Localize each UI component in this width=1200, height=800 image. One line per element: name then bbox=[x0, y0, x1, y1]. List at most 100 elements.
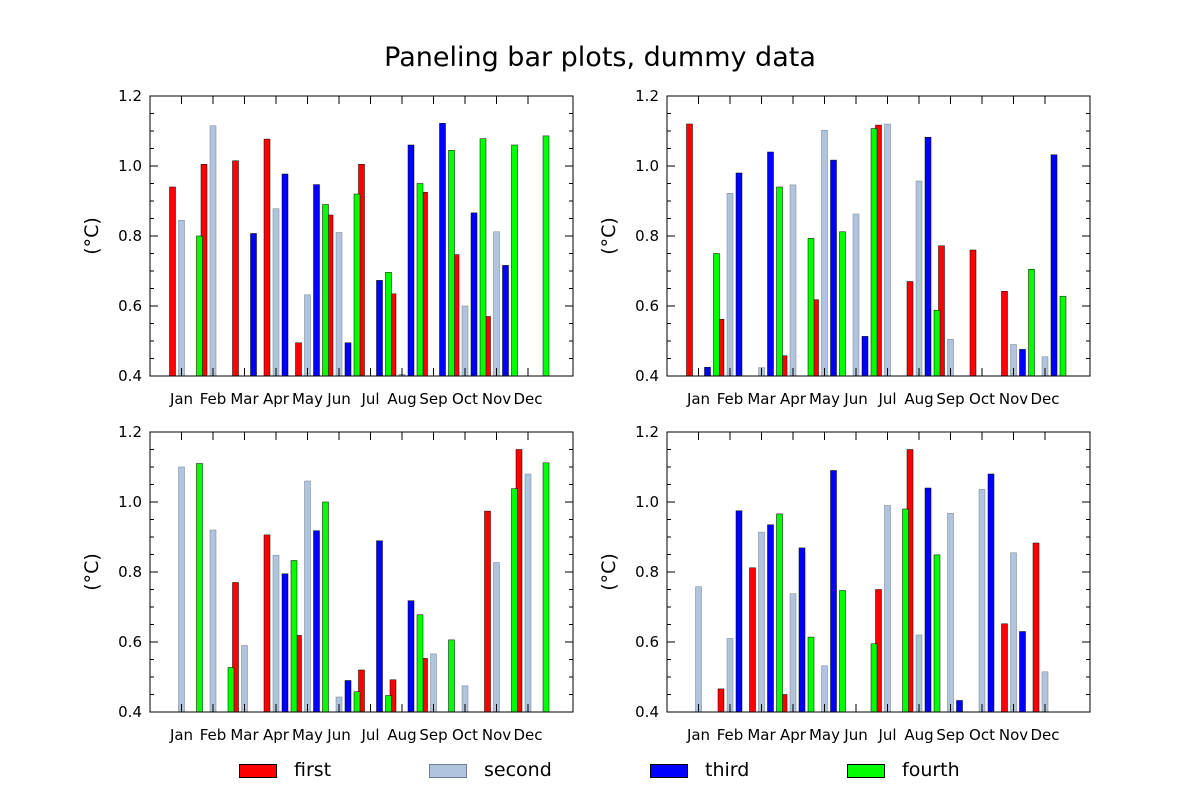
bar-third-may bbox=[830, 159, 837, 377]
bar-second-may bbox=[821, 130, 828, 377]
bar-third-nov bbox=[502, 265, 509, 377]
x-tick-label-dec: Dec bbox=[1030, 726, 1059, 744]
x-tick-label-jan: Jan bbox=[686, 390, 710, 408]
x-tick-label-aug: Aug bbox=[904, 726, 933, 744]
bar-fourth-apr bbox=[807, 636, 815, 713]
bar-fourth-dec bbox=[542, 462, 550, 713]
bar-second-feb bbox=[726, 193, 734, 377]
bar-first-nov bbox=[484, 510, 491, 713]
bar-second-oct bbox=[461, 305, 469, 377]
x-tick-label-mar: Mar bbox=[747, 390, 776, 408]
bar-third-mar bbox=[767, 524, 774, 713]
x-tick-label-apr: Apr bbox=[263, 390, 290, 408]
x-tick-label-jun: Jun bbox=[843, 726, 867, 744]
bar-fourth-nov bbox=[511, 488, 518, 713]
bar-third-jun bbox=[344, 342, 352, 377]
legend-swatch-second bbox=[429, 764, 467, 778]
bar-third-apr bbox=[798, 547, 806, 713]
bar-third-dec bbox=[1050, 154, 1058, 377]
bar-first-oct bbox=[969, 249, 977, 377]
bar-third-feb bbox=[735, 510, 743, 713]
legend-swatch-fourth bbox=[847, 764, 885, 778]
bar-second-sep bbox=[430, 653, 437, 713]
bar-first-jan bbox=[686, 123, 693, 377]
x-tick-label-nov: Nov bbox=[999, 726, 1028, 744]
bar-fourth-aug bbox=[416, 183, 424, 377]
bar-second-oct bbox=[978, 489, 986, 713]
bar-fourth-mar bbox=[776, 513, 783, 713]
bar-third-nov bbox=[1019, 631, 1026, 713]
bar-second-jan bbox=[695, 586, 702, 713]
bar-second-mar bbox=[241, 645, 248, 713]
y-tick-label: 1.2 bbox=[118, 423, 142, 441]
bar-second-nov bbox=[1010, 552, 1017, 713]
y-tick-label: 0.6 bbox=[635, 633, 659, 651]
x-tick-label-jun: Jun bbox=[843, 390, 867, 408]
bar-fourth-jun bbox=[353, 691, 361, 713]
bar-third-apr bbox=[281, 573, 289, 713]
bar-second-apr bbox=[789, 184, 797, 377]
x-tick-label-mar: Mar bbox=[230, 390, 259, 408]
bar-fourth-nov bbox=[1028, 269, 1035, 377]
bar-second-aug bbox=[915, 634, 923, 713]
bar-second-feb bbox=[726, 638, 734, 713]
bar-fourth-sep bbox=[448, 150, 455, 377]
bar-first-may bbox=[295, 342, 302, 377]
bar-fourth-oct bbox=[479, 138, 487, 377]
bar-third-jul bbox=[376, 540, 383, 713]
y-axis-label: (°C) bbox=[598, 217, 620, 255]
bar-fourth-may bbox=[322, 204, 329, 377]
bar-third-feb bbox=[735, 172, 743, 377]
bar-third-oct bbox=[987, 473, 995, 713]
y-tick-label: 0.4 bbox=[635, 703, 659, 721]
y-tick-label: 1.0 bbox=[118, 157, 142, 175]
bar-fourth-apr bbox=[807, 238, 815, 377]
x-tick-label-dec: Dec bbox=[513, 390, 542, 408]
panel-bottom-right: Jan Feb Mar Apr May Jun Jul Aug Sep Oct Nov Dec 0.4 0… bbox=[598, 423, 1091, 744]
bar-third-apr bbox=[281, 173, 289, 377]
bar-second-feb bbox=[209, 125, 217, 377]
x-tick-label-apr: Apr bbox=[780, 390, 807, 408]
y-tick-label: 1.0 bbox=[635, 157, 659, 175]
x-tick-label-jan: Jan bbox=[686, 726, 710, 744]
x-tick-label-aug: Aug bbox=[904, 390, 933, 408]
x-tick-label-may: May bbox=[292, 390, 323, 408]
x-tick-label-nov: Nov bbox=[482, 390, 511, 408]
x-tick-label-mar: Mar bbox=[747, 726, 776, 744]
x-tick-label-jul: Jul bbox=[877, 390, 896, 408]
x-tick-label-feb: Feb bbox=[200, 726, 227, 744]
bar-first-apr bbox=[263, 534, 271, 713]
bar-first-apr bbox=[263, 138, 271, 377]
bar-second-feb bbox=[209, 529, 217, 713]
bar-fourth-feb bbox=[227, 667, 235, 713]
x-tick-label-nov: Nov bbox=[482, 726, 511, 744]
bar-fourth-jan bbox=[196, 235, 203, 377]
x-tick-label-oct: Oct bbox=[969, 390, 995, 408]
legend: first second third fourth bbox=[0, 756, 1200, 786]
bar-second-may bbox=[304, 480, 311, 713]
bar-second-jul bbox=[884, 123, 891, 377]
bar-third-may bbox=[830, 470, 837, 713]
bar-fourth-dec bbox=[1059, 295, 1067, 377]
bar-fourth-sep bbox=[448, 639, 455, 713]
y-tick-label: 0.4 bbox=[118, 367, 142, 385]
bar-third-sep bbox=[956, 700, 963, 713]
bar-third-sep bbox=[439, 123, 446, 377]
x-tick-label-oct: Oct bbox=[452, 726, 478, 744]
y-tick-label: 0.4 bbox=[635, 367, 659, 385]
x-tick-label-sep: Sep bbox=[936, 726, 964, 744]
x-tick-label-oct: Oct bbox=[969, 726, 995, 744]
y-tick-label: 1.2 bbox=[635, 423, 659, 441]
y-tick-label: 0.4 bbox=[118, 703, 142, 721]
bar-fourth-jan bbox=[196, 463, 203, 713]
bar-second-dec bbox=[524, 473, 532, 713]
bar-fourth-aug bbox=[933, 554, 941, 713]
bar-third-aug bbox=[924, 487, 932, 713]
bar-second-sep bbox=[947, 512, 954, 713]
bar-second-jan bbox=[178, 466, 185, 713]
bar-first-mar bbox=[749, 567, 756, 713]
bar-fourth-aug bbox=[416, 614, 424, 713]
y-tick-label: 1.2 bbox=[635, 87, 659, 105]
bar-third-nov bbox=[1019, 349, 1026, 377]
y-tick-label: 1.2 bbox=[118, 87, 142, 105]
